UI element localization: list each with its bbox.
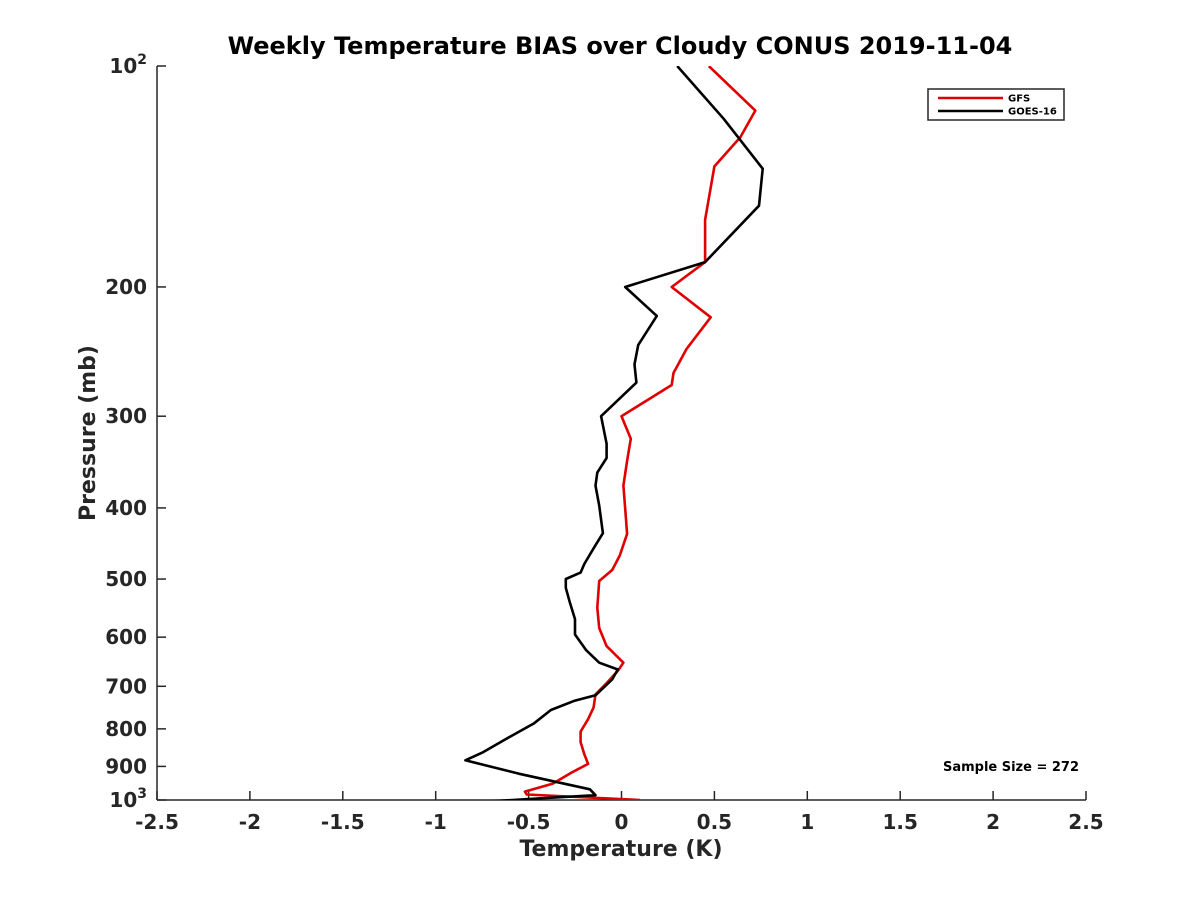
y-tick-label: 400 [105, 496, 147, 520]
y-tick-label: 800 [105, 717, 147, 741]
y-tick-label: 900 [105, 754, 147, 778]
legend-box [927, 88, 1065, 121]
series-layer [464, 66, 765, 800]
y-tick-label: 700 [105, 674, 147, 698]
x-tick-label: 1 [800, 810, 814, 834]
x-tick-label: -1.5 [321, 810, 365, 834]
x-tick-label: 2 [986, 810, 1000, 834]
sample-size-annotation: Sample Size = 272 [943, 760, 1079, 775]
y-tick-label: 300 [105, 404, 147, 428]
x-axis-label: Temperature (K) [519, 837, 722, 862]
y-tick-label: 600 [105, 625, 147, 649]
legend-label: GOES-16 [1008, 107, 1057, 118]
y-axis-label: Pressure (mb) [76, 345, 101, 521]
chart-title: Weekly Temperature BIAS over Cloudy CONU… [228, 32, 1013, 60]
y-tick-label: 500 [105, 567, 147, 591]
y-tick-label: 103 [109, 786, 147, 812]
legend: GFS GOES-16 [927, 88, 1065, 121]
x-tick-label: 0.5 [697, 810, 732, 834]
x-tick-label: 1.5 [882, 810, 917, 834]
x-tick-label: -0.5 [507, 810, 551, 834]
series-line-goes-16 [464, 66, 765, 800]
y-tick-label: 200 [105, 275, 147, 299]
x-tick-label: -1 [425, 810, 447, 834]
x-tick-label: 0 [615, 810, 629, 834]
x-tick-label: -2.5 [135, 810, 179, 834]
legend-label: GFS [1008, 94, 1030, 105]
axes: -2.5 -2 -1.5 -1 -0.5 0 0.5 1 1.5 2 2.5 102 200 300 400… [105, 52, 1103, 834]
x-tick-label: -2 [239, 810, 261, 834]
x-tick-label: 2.5 [1068, 810, 1103, 834]
y-tick-label: 102 [109, 52, 147, 78]
series-line-gfs [523, 66, 757, 800]
